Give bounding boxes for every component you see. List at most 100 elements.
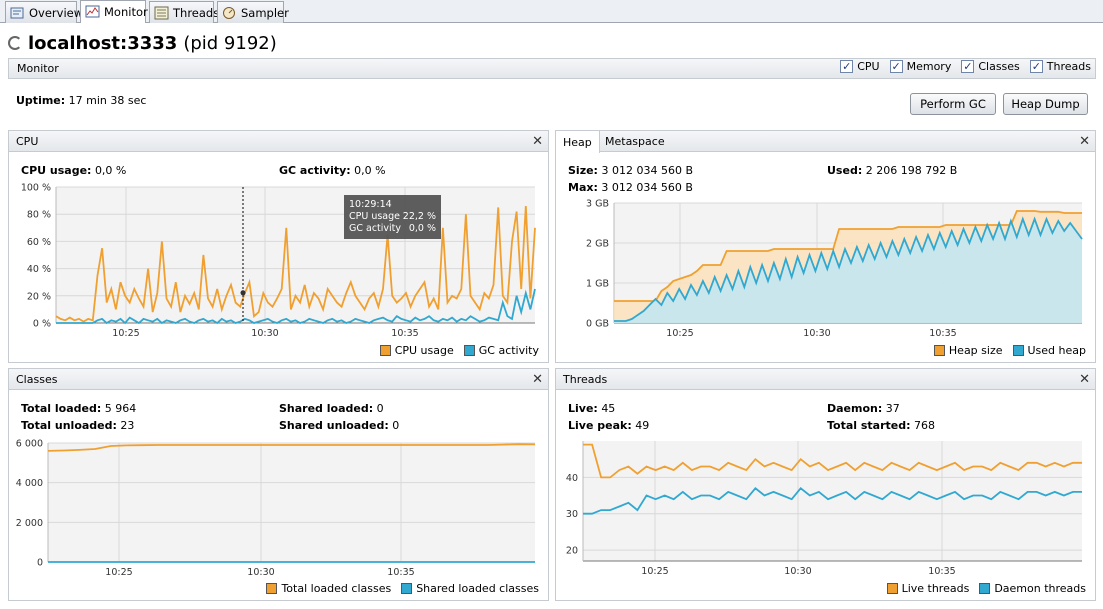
legend-swatch: [887, 583, 898, 594]
tooltip-row2-value: 0,0 %: [409, 223, 436, 234]
live-peak-value: 49: [635, 419, 649, 432]
y-tick-label: 30: [566, 509, 578, 520]
heap-legend: Heap size Used heap: [934, 344, 1086, 357]
tab-threads[interactable]: Threads: [149, 1, 214, 23]
y-tick-label: 40: [566, 473, 578, 484]
cpu-chart: 10:25 10:30 10:35 0 % 20 % 40 % 60 % 80 % 100 % 1…: [9, 183, 548, 338]
checkbox-memory-box[interactable]: ✓: [890, 60, 903, 73]
shared-unloaded-stat: Shared unloaded: 0: [279, 419, 399, 432]
close-icon[interactable]: ✕: [532, 372, 543, 387]
shared-loaded-stat: Shared loaded: 0: [279, 402, 384, 415]
checkbox-threads-label: Threads: [1047, 60, 1091, 73]
legend-cpu-usage-label: CPU usage: [395, 344, 454, 357]
close-icon[interactable]: ✕: [1079, 134, 1090, 149]
y-tick-label: 1 GB: [586, 279, 609, 290]
threads-panel: Threads ✕ Live: 45 Live peak: 49 Daemon:…: [555, 368, 1096, 601]
y-tick-label: 0 %: [33, 319, 51, 330]
live-peak-stat: Live peak: 49: [568, 419, 649, 432]
shared-unloaded-label: Shared unloaded:: [279, 419, 389, 432]
tab-monitor[interactable]: Monitor: [80, 0, 146, 23]
x-tick-label: 10:35: [387, 567, 414, 576]
page-title: localhost:3333 (pid 9192): [8, 30, 277, 56]
tab-metaspace[interactable]: Metaspace: [598, 131, 672, 152]
close-icon[interactable]: ✕: [532, 134, 543, 149]
legend-swatch: [934, 345, 945, 356]
legend-shared-loaded: Shared loaded classes: [401, 582, 539, 595]
shared-loaded-value: 0: [377, 402, 384, 415]
classes-chart: 10:25 10:30 10:3502 0004 0006 000: [9, 435, 548, 576]
legend-used-heap-label: Used heap: [1028, 344, 1087, 357]
tooltip-row2-label: GC activity: [349, 223, 401, 234]
classes-panel: Classes ✕ Total loaded: 5 964 Total unlo…: [8, 368, 549, 601]
shared-unloaded-value: 0: [392, 419, 399, 432]
heap-used-label: Used:: [827, 164, 862, 177]
total-started-value: 768: [914, 419, 935, 432]
perform-gc-button[interactable]: Perform GC: [910, 93, 996, 115]
checkbox-memory-label: Memory: [907, 60, 952, 73]
checkbox-classes[interactable]: ✓ Classes: [961, 60, 1019, 73]
y-tick-label: 2 GB: [586, 239, 609, 250]
heap-used-value: 2 206 198 792 B: [866, 164, 958, 177]
uptime-label: Uptime:: [16, 94, 65, 107]
y-tick-label: 100 %: [21, 183, 51, 194]
y-tick-label: 0 GB: [586, 319, 609, 330]
cursor-point: [241, 290, 246, 295]
x-tick-label: 10:35: [928, 566, 955, 576]
uptime: Uptime: 17 min 38 sec: [16, 94, 146, 107]
tab-monitor-label: Monitor: [104, 5, 148, 19]
legend-swatch: [266, 583, 277, 594]
y-tick-label: 6 000: [16, 439, 43, 450]
tab-threads-label: Threads: [173, 6, 219, 20]
tab-overview[interactable]: Overview: [5, 1, 77, 23]
legend-cpu-usage: CPU usage: [380, 344, 454, 357]
x-tick-label: 10:30: [784, 566, 811, 576]
checkbox-cpu-box[interactable]: ✓: [840, 60, 853, 73]
legend-daemon-threads: Daemon threads: [979, 582, 1086, 595]
legend-shared-loaded-label: Shared loaded classes: [416, 582, 539, 595]
heap-dump-button[interactable]: Heap Dump: [1003, 93, 1088, 115]
checkbox-cpu[interactable]: ✓ CPU: [840, 60, 879, 73]
gc-activity-value: 0,0 %: [354, 164, 385, 177]
live-value: 45: [601, 402, 615, 415]
x-tick-label: 10:25: [105, 567, 132, 576]
y-tick-label: 0: [37, 558, 43, 569]
checkbox-memory[interactable]: ✓ Memory: [890, 60, 952, 73]
tab-sampler-label: Sampler: [241, 6, 289, 20]
tab-bar: Overview Monitor Threads Sampler: [0, 0, 1103, 23]
heap-max-stat: Max: 3 012 034 560 B: [568, 181, 693, 194]
heap-size-stat: Size: 3 012 034 560 B: [568, 164, 693, 177]
tab-heap[interactable]: Heap: [556, 131, 600, 153]
cpu-panel-title: CPU: [16, 135, 38, 148]
heap-size-label: Size:: [568, 164, 598, 177]
total-loaded-label: Total loaded:: [21, 402, 101, 415]
tooltip-time: 10:29:14: [349, 199, 392, 210]
checkbox-threads-box[interactable]: ✓: [1030, 60, 1043, 73]
y-tick-label: 2 000: [16, 518, 43, 529]
heap-chart: 10:25 10:30 10:35 0 GB 1 GB 2 GB 3 GB: [556, 197, 1095, 338]
monitor-checkboxes: ✓ CPU ✓ Memory ✓ Classes ✓ Threads: [840, 60, 1091, 73]
checkbox-threads[interactable]: ✓ Threads: [1030, 60, 1091, 73]
close-icon[interactable]: ✕: [1079, 372, 1090, 387]
heap-panel-header: Heap Metaspace ✕: [556, 131, 1095, 152]
x-tick-label: 10:35: [391, 328, 418, 338]
tab-overview-label: Overview: [29, 6, 83, 20]
checkbox-cpu-label: CPU: [857, 60, 879, 73]
gc-activity-label: GC activity:: [279, 164, 351, 177]
total-unloaded-label: Total unloaded:: [21, 419, 117, 432]
overview-icon: [10, 6, 25, 20]
legend-swatch: [1013, 345, 1024, 356]
legend-swatch: [464, 345, 475, 356]
plot-area: [48, 443, 535, 562]
cpu-usage-value: 0,0 %: [95, 164, 126, 177]
daemon-value: 37: [886, 402, 900, 415]
cpu-usage-stat: CPU usage: 0,0 %: [21, 164, 126, 177]
x-tick-label: 10:25: [666, 328, 693, 338]
tab-sampler[interactable]: Sampler: [217, 1, 284, 23]
monitor-section-header: Monitor ✓ CPU ✓ Memory ✓ Classes ✓ Threads: [8, 58, 1096, 79]
plot-area: [583, 441, 1082, 561]
live-peak-label: Live peak:: [568, 419, 632, 432]
legend-heap-size: Heap size: [934, 344, 1003, 357]
x-tick-label: 10:25: [112, 328, 139, 338]
chart-tooltip: 10:29:14CPU usage 22,2 %GC activity 0,0 %: [344, 195, 441, 239]
checkbox-classes-box[interactable]: ✓: [961, 60, 974, 73]
